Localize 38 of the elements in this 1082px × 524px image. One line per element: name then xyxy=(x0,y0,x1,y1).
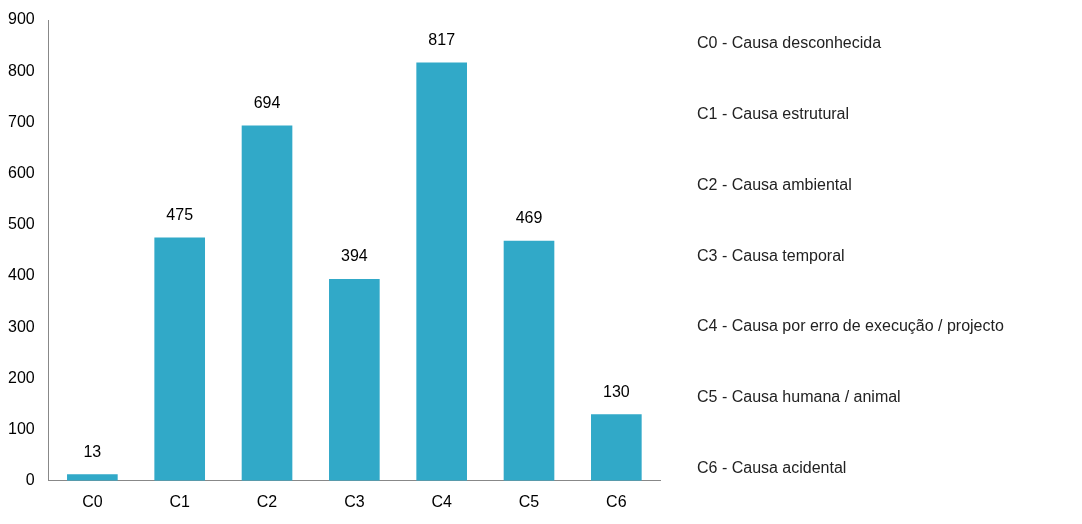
y-tick-label: 600 xyxy=(7,164,35,182)
y-tick-label: 0 xyxy=(25,471,35,489)
text: C0 - Causa desconhecida xyxy=(697,34,882,52)
text: C6 - Causa acidental xyxy=(697,459,847,477)
bar xyxy=(503,240,555,481)
y-tick-label: 800 xyxy=(7,61,35,79)
text: C3 - Causa temporal xyxy=(697,246,845,265)
x-tick-label: C3 xyxy=(344,492,365,510)
bar xyxy=(67,474,118,481)
data-label: 817 xyxy=(428,30,456,48)
text: C4 - Causa por erro de execução / projecto xyxy=(697,317,1004,336)
data-label: 130 xyxy=(602,382,630,400)
y-tick-label: 400 xyxy=(7,266,35,284)
bar xyxy=(416,62,467,481)
data-label: 694 xyxy=(253,93,281,111)
y-tick-label: 900 xyxy=(7,10,35,28)
x-tick-label: C6 xyxy=(606,492,627,510)
data-label: 394 xyxy=(341,247,368,265)
y-tick-label: 100 xyxy=(7,420,35,438)
text: C5 - Causa humana / animal xyxy=(697,388,901,407)
x-tick-label: C5 xyxy=(518,492,540,510)
x-tick-label: C2 xyxy=(256,492,278,510)
bar xyxy=(154,237,206,481)
data-label: 13 xyxy=(83,442,102,460)
y-tick-label: 300 xyxy=(7,317,35,335)
x-tick-label: C1 xyxy=(169,492,191,510)
text: C1 - Causa estrutural xyxy=(697,104,850,123)
data-label: 475 xyxy=(166,206,194,224)
text: C2 - Causa ambiental xyxy=(697,175,852,194)
bar xyxy=(591,414,642,481)
x-tick-label: C4 xyxy=(431,492,453,510)
y-tick-label: 500 xyxy=(7,215,35,233)
data-label: 469 xyxy=(515,209,543,227)
x-tick-label: C0 xyxy=(82,492,103,510)
bar xyxy=(329,279,380,481)
bar xyxy=(241,125,293,481)
y-tick-label: 200 xyxy=(7,368,35,386)
y-tick-label: 700 xyxy=(7,112,35,130)
